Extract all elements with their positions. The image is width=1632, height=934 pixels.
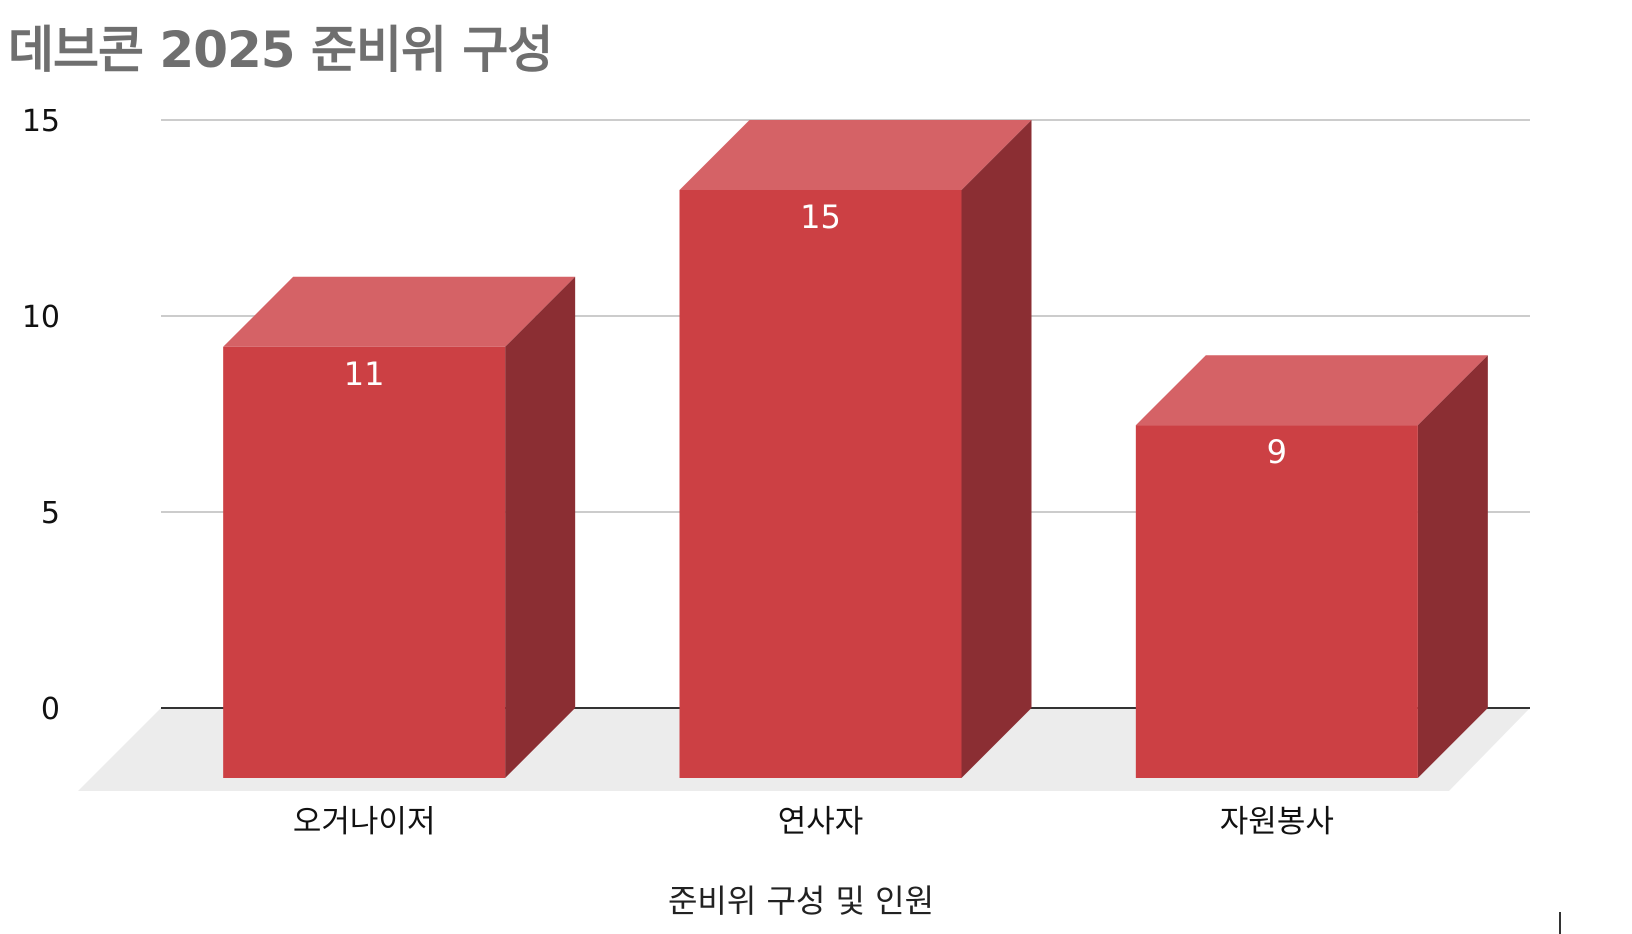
bar-top-face <box>223 276 576 347</box>
y-tick-label: 5 <box>41 496 60 531</box>
bar-top-face <box>1135 355 1488 426</box>
bar-top-face <box>679 120 1032 190</box>
y-tick-label: 10 <box>22 300 60 335</box>
x-axis-label: 준비위 구성 및 인원 <box>668 882 934 920</box>
bar-data-label: 9 <box>1267 433 1287 471</box>
bar-data-label: 11 <box>344 355 385 393</box>
chart-title: 데브콘 2025 준비위 구성 <box>8 21 553 79</box>
bar-front-face <box>223 346 506 778</box>
bar: 9 <box>1135 355 1488 778</box>
bar-side-face <box>1417 355 1488 778</box>
bar-side-face <box>961 120 1032 778</box>
text-cursor <box>1559 912 1561 934</box>
y-tick-label: 15 <box>22 104 60 139</box>
y-tick-label: 0 <box>41 692 60 727</box>
x-tick-label: 오거나이저 <box>293 804 436 840</box>
x-tick-label: 자원봉사 <box>1220 804 1334 840</box>
bar: 15 <box>679 120 1032 778</box>
bar-front-face <box>679 190 962 778</box>
bar-data-label: 15 <box>800 198 841 236</box>
bar: 11 <box>223 276 576 778</box>
bar-side-face <box>505 276 576 778</box>
bar-front-face <box>1135 425 1418 778</box>
x-tick-label: 연사자 <box>778 804 864 840</box>
